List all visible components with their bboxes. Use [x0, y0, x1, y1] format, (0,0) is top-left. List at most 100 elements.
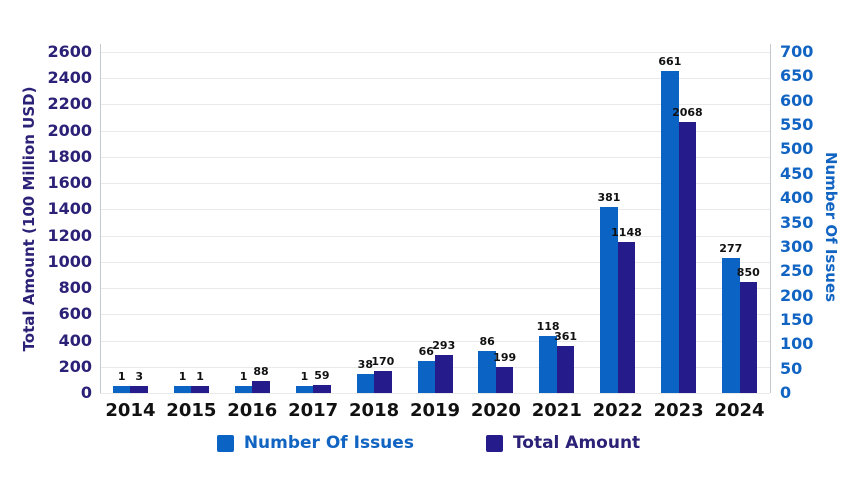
gridline	[100, 209, 770, 211]
right-axis-tick: 150	[780, 309, 814, 329]
bar-amount-2017	[313, 385, 331, 393]
left-axis-tick: 1000	[47, 251, 92, 271]
left-axis-tick: 2600	[47, 42, 92, 61]
bar-value-label: 199	[493, 350, 517, 364]
left-axis-tick: 200	[58, 356, 92, 376]
gridline	[100, 235, 770, 237]
gridline	[100, 340, 770, 342]
bar-issues-2015	[173, 386, 192, 393]
gridline	[100, 156, 770, 158]
gridline	[100, 393, 770, 394]
right-axis-tick: 550	[780, 115, 814, 135]
gridline	[100, 261, 770, 263]
gridline	[100, 130, 770, 132]
bar-issues-2019	[417, 360, 435, 393]
bar-amount-2018	[374, 370, 392, 393]
bar-value-label: 1	[117, 370, 126, 383]
right-axis-tick: 600	[780, 90, 814, 110]
bar-value-label: 118	[536, 319, 560, 333]
x-axis-label: 2017	[288, 400, 339, 421]
bar-value-label: 661	[658, 54, 682, 68]
bar-value-label: 293	[432, 338, 456, 352]
legend-item-number-of-issues: Number Of Issues	[216, 433, 414, 453]
left-axis-tick: 400	[58, 330, 92, 350]
bar-issues-2024	[722, 258, 740, 393]
right-axis-tick: 200	[780, 285, 814, 305]
left-axis-tick: 0	[80, 383, 92, 402]
gridline	[100, 183, 770, 185]
bar-value-label: 361	[554, 329, 578, 343]
bar-issues-2020	[478, 351, 496, 393]
right-axis-tick: 300	[780, 236, 814, 256]
left-axis-tick: 2200	[47, 94, 92, 114]
right-axis-tick: 350	[780, 212, 814, 232]
x-axis-label: 2018	[349, 400, 400, 421]
x-axis-label: 2014	[105, 400, 156, 421]
left-axis-tick: 2400	[47, 68, 92, 88]
bar-amount-2019	[435, 354, 453, 393]
bar-value-label: 170	[371, 354, 395, 368]
bar-issues-2018	[356, 374, 375, 393]
gridline	[100, 52, 770, 53]
x-axis-label: 2021	[531, 400, 582, 421]
bar-issues-2023	[661, 70, 679, 393]
x-axis-label: 2022	[592, 400, 643, 421]
left-axis-tick: 600	[58, 304, 92, 324]
bar-value-label: 2068	[672, 105, 703, 119]
gridline	[100, 288, 770, 290]
gridline	[100, 78, 770, 80]
right-axis-tick: 650	[780, 66, 814, 86]
x-axis-label: 2024	[714, 400, 765, 421]
x-axis-label: 2019	[409, 400, 461, 421]
bar-value-label: 381	[597, 191, 621, 205]
bar-value-label: 88	[253, 365, 269, 379]
legend-label-issues: Number Of Issues	[243, 433, 414, 453]
bar-value-label: 277	[719, 242, 743, 256]
left-axis-tick: 1200	[47, 225, 92, 245]
bar-value-label: 1148	[611, 226, 642, 240]
gridline	[100, 104, 770, 106]
bar-value-label: 1	[178, 370, 187, 383]
right-axis-tick: 500	[780, 139, 814, 159]
left-axis-line	[100, 44, 101, 393]
bar-amount-2015	[191, 386, 209, 393]
bar-value-label: 59	[314, 369, 330, 383]
bar-issues-2022	[600, 207, 618, 393]
right-axis-tick: 50	[780, 358, 803, 378]
bar-value-label: 1	[239, 370, 248, 383]
bar-issues-2016	[234, 386, 253, 393]
right-axis-tick: 250	[780, 261, 814, 281]
right-axis-line	[770, 44, 771, 393]
bar-amount-2016	[252, 381, 270, 393]
bar-amount-2023	[678, 121, 697, 393]
bar-issues-2017	[295, 386, 314, 393]
gridline	[100, 314, 770, 316]
bar-amount-2024	[739, 281, 758, 393]
right-axis-tick: 400	[780, 188, 814, 208]
right-axis-tick: 100	[780, 334, 814, 354]
legend-label-amount: Total Amount	[512, 433, 641, 453]
x-axis-label: 2016	[227, 400, 278, 421]
bar-amount-2022	[617, 242, 636, 393]
bar-issues-2021	[539, 335, 557, 393]
bar-amount-2014	[130, 386, 148, 393]
x-axis-label: 2015	[166, 400, 217, 421]
legend-item-total-amount: Total Amount	[485, 433, 641, 453]
right-axis-tick: 700	[780, 42, 814, 61]
bar-value-label: 1	[300, 370, 309, 383]
left-axis-tick: 2000	[47, 120, 92, 140]
bar-value-label: 1	[196, 370, 204, 383]
bar-value-label: 86	[479, 335, 495, 349]
x-axis-label: 2020	[470, 400, 521, 421]
right-axis-tick: 0	[780, 383, 792, 402]
bar-amount-2020	[495, 366, 514, 393]
left-axis-tick: 1600	[47, 173, 92, 193]
legend: Number Of Issues Total Amount	[0, 430, 857, 456]
bar-amount-2021	[556, 345, 575, 393]
right-axis-tick: 450	[780, 163, 814, 183]
bar-value-label: 66	[418, 344, 434, 358]
x-axis-label: 2023	[653, 400, 704, 421]
bar-value-label: 38	[357, 358, 373, 372]
left-axis-tick: 1800	[47, 146, 92, 166]
